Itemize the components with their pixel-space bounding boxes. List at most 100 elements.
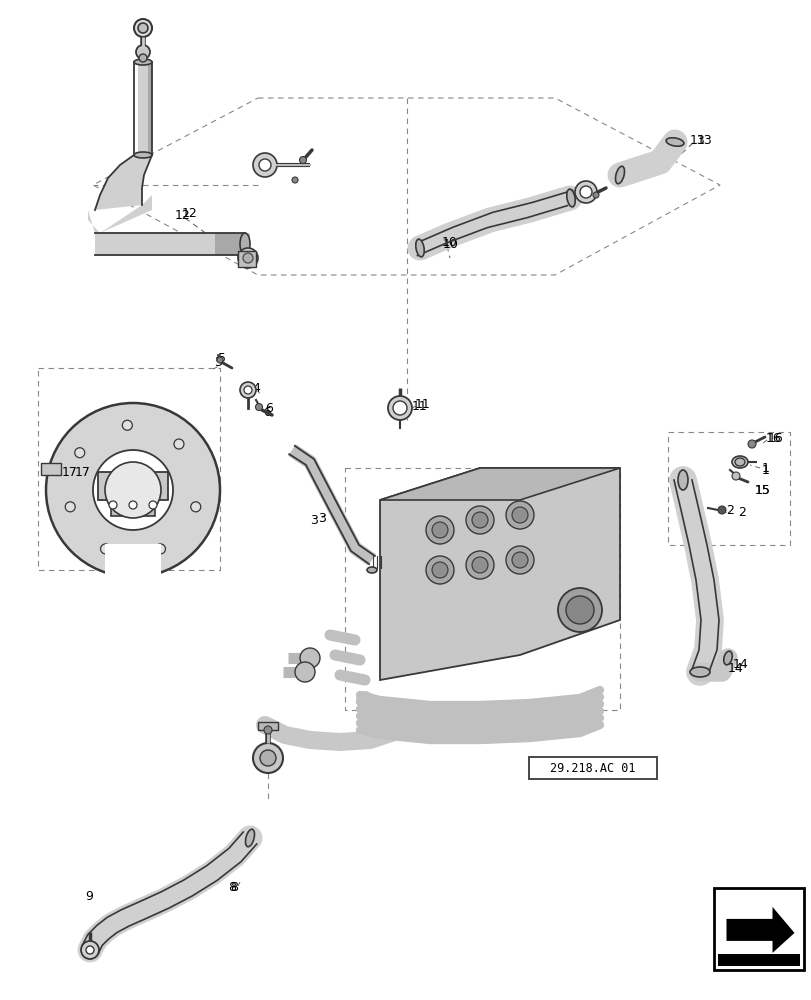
Text: 12: 12 [175, 209, 191, 222]
Circle shape [431, 562, 448, 578]
Circle shape [565, 596, 594, 624]
Text: 16: 16 [767, 432, 783, 444]
Text: 11: 11 [411, 399, 427, 412]
Circle shape [148, 501, 157, 509]
Circle shape [471, 512, 487, 528]
Bar [215, 233, 247, 255]
Circle shape [191, 502, 200, 512]
Ellipse shape [134, 152, 152, 158]
Text: 14: 14 [732, 658, 748, 672]
Text: 15: 15 [754, 484, 770, 496]
Circle shape [512, 552, 527, 568]
Ellipse shape [677, 470, 687, 490]
Text: 13: 13 [689, 134, 705, 147]
Text: 2: 2 [725, 504, 733, 516]
Bar [111, 494, 155, 516]
Ellipse shape [723, 651, 732, 665]
Polygon shape [380, 468, 620, 500]
Circle shape [86, 946, 94, 954]
Circle shape [253, 153, 277, 177]
Ellipse shape [240, 233, 250, 255]
Circle shape [259, 159, 271, 171]
Ellipse shape [134, 59, 152, 65]
Polygon shape [380, 468, 620, 680]
Text: 5: 5 [215, 356, 223, 368]
Circle shape [747, 440, 755, 448]
Ellipse shape [415, 239, 423, 257]
Text: 8: 8 [228, 882, 236, 894]
Circle shape [260, 750, 276, 766]
Text: 10: 10 [441, 236, 457, 249]
Circle shape [592, 192, 599, 198]
Circle shape [135, 45, 150, 59]
Bar [98, 472, 168, 500]
Ellipse shape [245, 829, 254, 847]
Circle shape [155, 544, 165, 554]
Bar [95, 233, 250, 255]
Circle shape [505, 546, 534, 574]
Bar [41, 463, 61, 475]
Circle shape [557, 588, 601, 632]
Text: 10: 10 [443, 238, 458, 251]
Text: 16: 16 [765, 432, 781, 444]
Circle shape [431, 522, 448, 538]
Bar [148, 62, 152, 155]
Circle shape [253, 743, 283, 773]
Text: 4: 4 [251, 381, 260, 394]
Circle shape [264, 726, 272, 734]
Text: 17: 17 [75, 466, 91, 479]
Text: 12: 12 [182, 207, 198, 220]
Circle shape [75, 448, 84, 458]
Bar [528, 757, 656, 779]
Circle shape [574, 181, 596, 203]
Circle shape [109, 501, 117, 509]
Circle shape [505, 501, 534, 529]
Text: 3: 3 [310, 514, 317, 526]
Text: 29.218.AC 01: 29.218.AC 01 [550, 762, 635, 774]
Circle shape [294, 662, 315, 682]
Circle shape [134, 19, 152, 37]
Text: 13: 13 [696, 134, 712, 147]
Circle shape [129, 501, 137, 509]
Circle shape [731, 472, 739, 480]
Circle shape [466, 506, 493, 534]
Ellipse shape [734, 458, 744, 466]
Text: 1: 1 [761, 462, 769, 475]
Text: 7: 7 [273, 754, 281, 766]
Text: 9: 9 [88, 941, 96, 954]
Circle shape [217, 357, 223, 363]
Circle shape [122, 420, 132, 430]
Circle shape [139, 54, 147, 62]
Circle shape [238, 248, 258, 268]
Circle shape [299, 157, 306, 164]
Circle shape [466, 551, 493, 579]
Polygon shape [726, 907, 793, 953]
Circle shape [240, 382, 255, 398]
Bar [717, 954, 799, 966]
Circle shape [471, 557, 487, 573]
Text: 9: 9 [85, 890, 92, 904]
Text: 14: 14 [727, 662, 743, 674]
Ellipse shape [615, 166, 624, 184]
Circle shape [426, 516, 453, 544]
Text: 6: 6 [263, 406, 271, 418]
Circle shape [388, 396, 411, 420]
Circle shape [717, 506, 725, 514]
Text: 11: 11 [414, 398, 430, 412]
Circle shape [65, 502, 75, 512]
Text: 17: 17 [62, 466, 78, 479]
Text: 8: 8 [230, 882, 238, 894]
Text: 1: 1 [761, 464, 769, 477]
Circle shape [105, 462, 161, 518]
Circle shape [138, 23, 148, 33]
Text: 2: 2 [737, 506, 745, 518]
Bar [238, 251, 255, 267]
Circle shape [579, 186, 591, 198]
Text: 3: 3 [318, 512, 325, 524]
Polygon shape [95, 155, 152, 210]
Circle shape [93, 450, 173, 530]
Circle shape [46, 403, 220, 577]
Text: 7: 7 [272, 756, 280, 768]
Circle shape [299, 648, 320, 668]
Bar [105, 544, 161, 579]
